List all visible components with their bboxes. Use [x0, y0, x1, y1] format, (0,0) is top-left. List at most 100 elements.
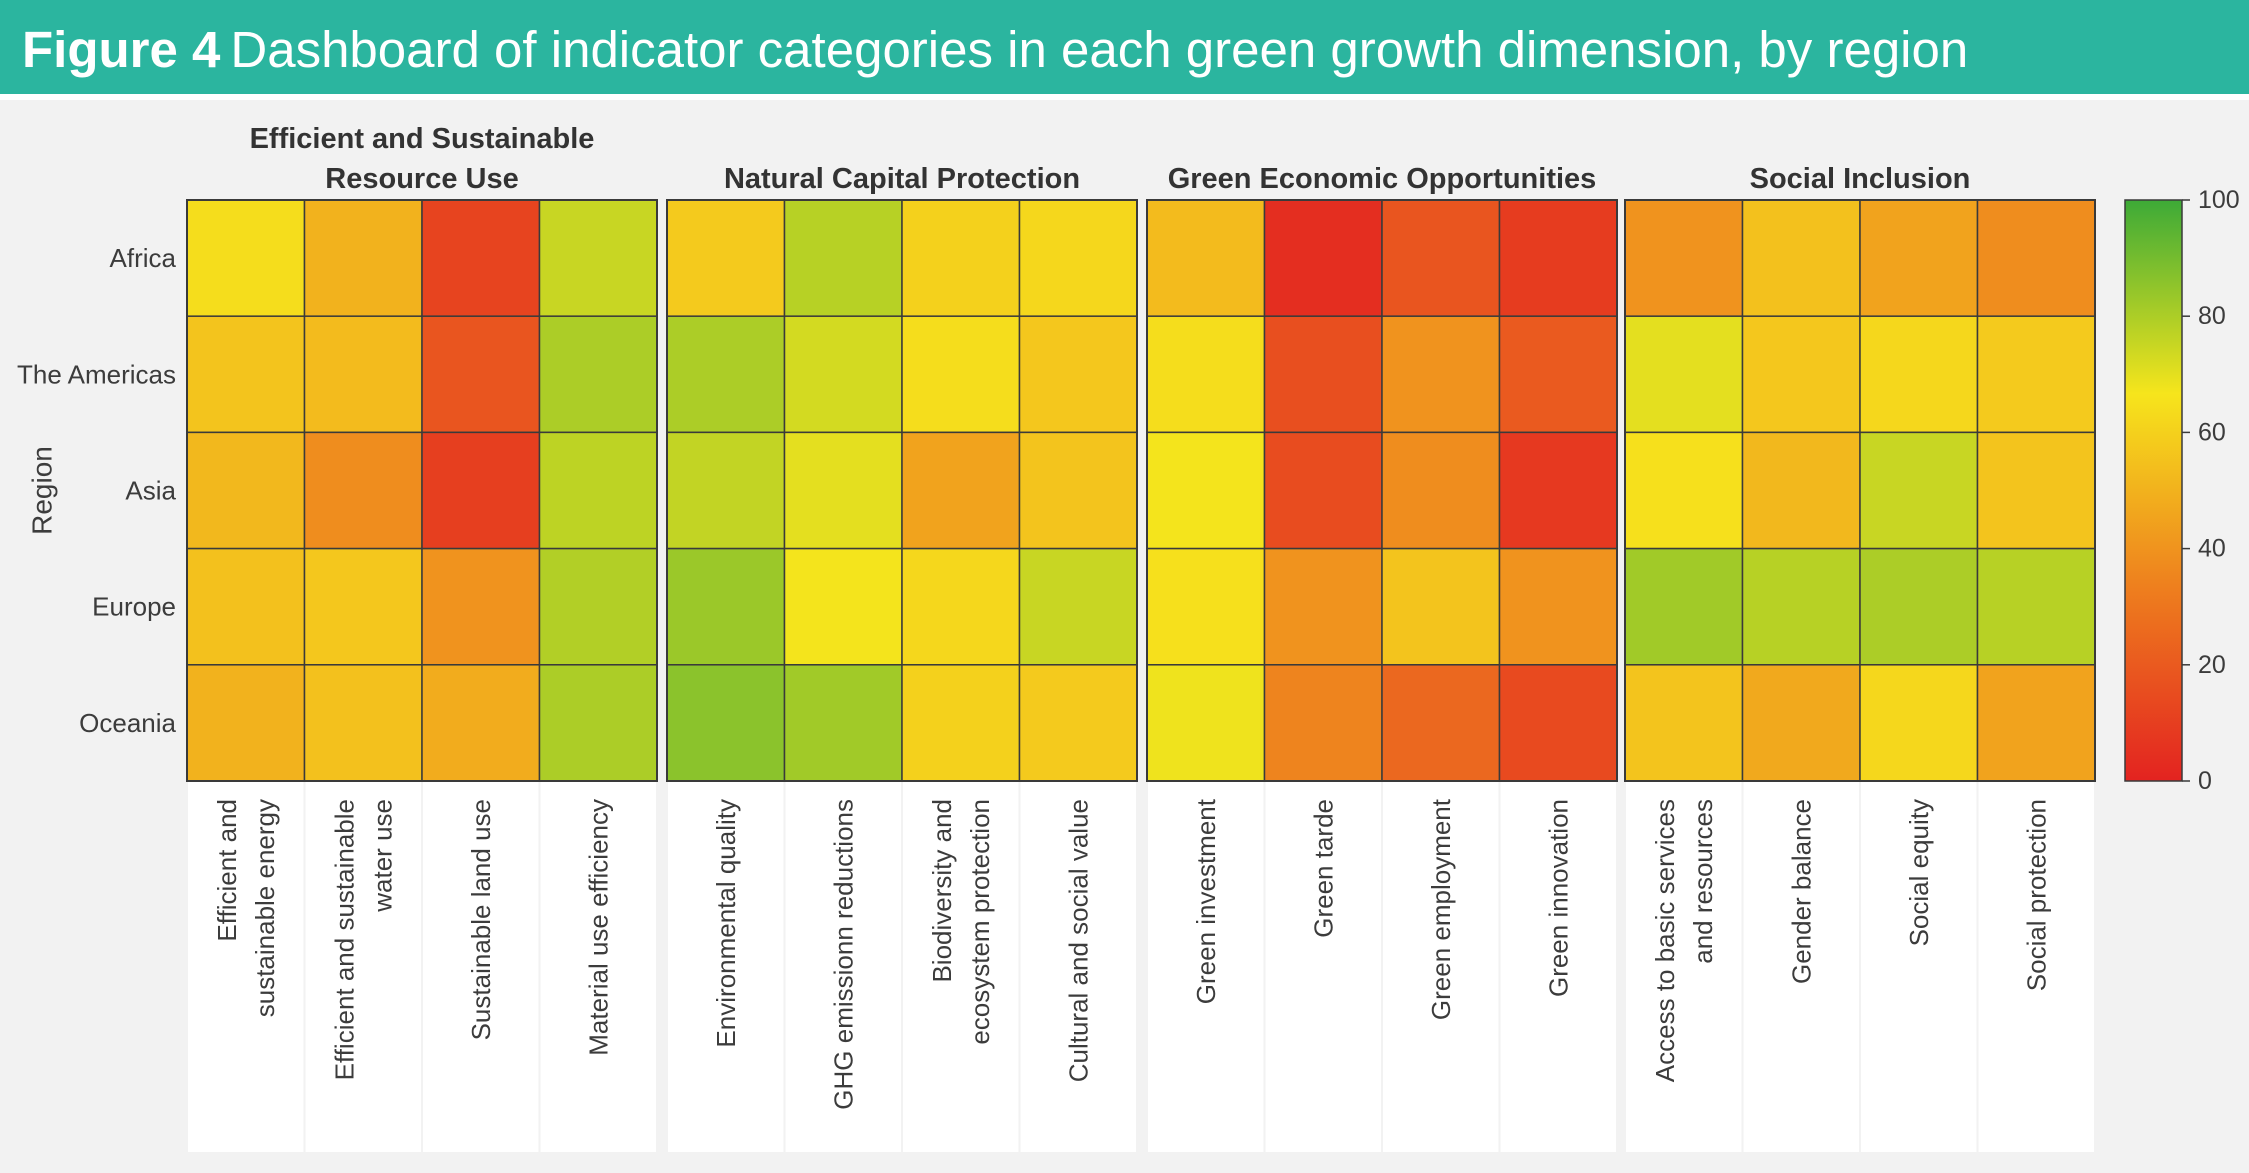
heatmap-cell	[186, 315, 306, 434]
column-label: Efficient and sustainable	[329, 799, 359, 1080]
heatmap-cell	[783, 315, 903, 434]
heatmap-cell	[538, 547, 658, 666]
heatmap-cell	[303, 431, 423, 550]
row-label: Asia	[125, 476, 176, 506]
heatmap-cell	[901, 199, 1021, 317]
heatmap-cell	[1381, 315, 1501, 434]
heatmap-cell	[1018, 664, 1138, 782]
heatmap-cell	[1018, 199, 1138, 317]
heatmap-cell	[1263, 664, 1383, 782]
row-label: Europe	[92, 592, 176, 622]
heatmap-cell	[1498, 199, 1618, 317]
figure-caption: Dashboard of indicator categories in eac…	[230, 21, 1969, 78]
column-label-background	[1500, 781, 1616, 1152]
heatmap-cell	[1498, 547, 1618, 666]
column-label: Environmental quality	[711, 799, 741, 1048]
heatmap-cell	[1976, 199, 2096, 317]
heatmap-cell	[538, 315, 658, 434]
heatmap-cell	[186, 431, 306, 550]
column-label-background	[1861, 781, 1977, 1152]
heatmap-cell	[1381, 547, 1501, 666]
column-label-background	[188, 781, 304, 1152]
heatmap-cell	[1624, 547, 1744, 666]
column-label-background	[1743, 781, 1859, 1152]
heatmap-cell	[1018, 431, 1138, 550]
heatmap-cell	[1146, 664, 1266, 782]
column-label-background	[1265, 781, 1381, 1152]
heatmap-cell	[1624, 315, 1744, 434]
heatmap-cell	[783, 547, 903, 666]
group-title: Resource Use	[325, 163, 518, 195]
heatmap-cell	[1146, 547, 1266, 666]
heatmap-cell	[1741, 315, 1861, 434]
heatmap-cell	[186, 664, 306, 782]
heatmap-cell	[303, 315, 423, 434]
heatmap-cell	[538, 199, 658, 317]
heatmap-cell	[666, 547, 786, 666]
heatmap-cell	[186, 199, 306, 317]
heatmap-cell	[901, 664, 1021, 782]
column-label: Social protection	[2021, 799, 2051, 991]
heatmap-cell	[1859, 315, 1979, 434]
heatmap-cell	[1624, 664, 1744, 782]
colorbar-tick-label: 40	[2198, 535, 2226, 563]
column-label-background	[903, 781, 1019, 1152]
column-label-background	[1020, 781, 1136, 1152]
heatmap-cell	[1741, 664, 1861, 782]
column-label: Gender balance	[1786, 799, 1816, 984]
column-label-background	[1383, 781, 1499, 1152]
heatmap-cell	[1263, 431, 1383, 550]
heatmap-cell	[1741, 547, 1861, 666]
column-label: Access to basic services	[1650, 799, 1680, 1082]
heatmap-cell	[783, 431, 903, 550]
column-label-background	[1626, 781, 1742, 1152]
column-label: GHG emissionn reductions	[828, 799, 858, 1110]
column-label-background	[540, 781, 656, 1152]
heatmap-cell	[303, 547, 423, 666]
heatmap-cell	[666, 664, 786, 782]
heatmap-cell	[1859, 431, 1979, 550]
heatmap-cell	[1624, 431, 1744, 550]
colorbar-tick-label: 20	[2198, 651, 2226, 679]
chart-panel: Region Africa The Americas Asia Europe Oceani…	[0, 100, 2249, 1173]
heatmap-cell	[1018, 315, 1138, 434]
column-label: Green innovation	[1543, 799, 1573, 997]
heatmap-cell	[421, 199, 541, 317]
group-title: Green Economic Opportunities	[1168, 163, 1597, 195]
column-label-background	[1148, 781, 1264, 1152]
heatmap-cell	[1381, 431, 1501, 550]
figure-header: Figure 4 Dashboard of indicator categorie…	[0, 0, 2249, 98]
column-label: and resources	[1688, 799, 1718, 964]
column-label: Material use efficiency	[583, 799, 613, 1056]
heatmap-cell	[421, 431, 541, 550]
heatmap-cell	[1146, 431, 1266, 550]
column-label: ecosystem protection	[965, 799, 995, 1045]
heatmap-cell	[186, 547, 306, 666]
heatmap-cell	[901, 547, 1021, 666]
group-outline	[1146, 199, 1618, 782]
column-label-background	[305, 781, 421, 1152]
heatmap-cell	[303, 199, 423, 317]
column-label-background	[423, 781, 539, 1152]
column-label: Efficient and	[212, 799, 242, 942]
heatmap-cell	[303, 664, 423, 782]
colorbar-tick-label: 0	[2198, 767, 2212, 795]
column-label: Sustainable land use	[466, 799, 496, 1040]
heatmap-cell	[666, 315, 786, 434]
group-outline	[186, 199, 658, 782]
heatmap-cell	[1859, 199, 1979, 317]
heatmap-cell	[1976, 431, 2096, 550]
heatmap-cell	[1976, 664, 2096, 782]
heatmap-cell	[901, 431, 1021, 550]
heatmap-cell	[1976, 547, 2096, 666]
column-label: Biodiversity and	[927, 799, 957, 983]
heatmap-cell	[1498, 431, 1618, 550]
column-label: Social equity	[1904, 799, 1934, 946]
colorbar-tick-label: 80	[2198, 302, 2226, 330]
group-outline	[666, 199, 1138, 782]
column-label: sustainable energy	[250, 799, 280, 1017]
group-title: Social Inclusion	[1750, 163, 1971, 195]
heatmap-cell	[1976, 315, 2096, 434]
heatmap-cell	[1381, 664, 1501, 782]
group-title: Efficient and Sustainable	[250, 123, 595, 155]
